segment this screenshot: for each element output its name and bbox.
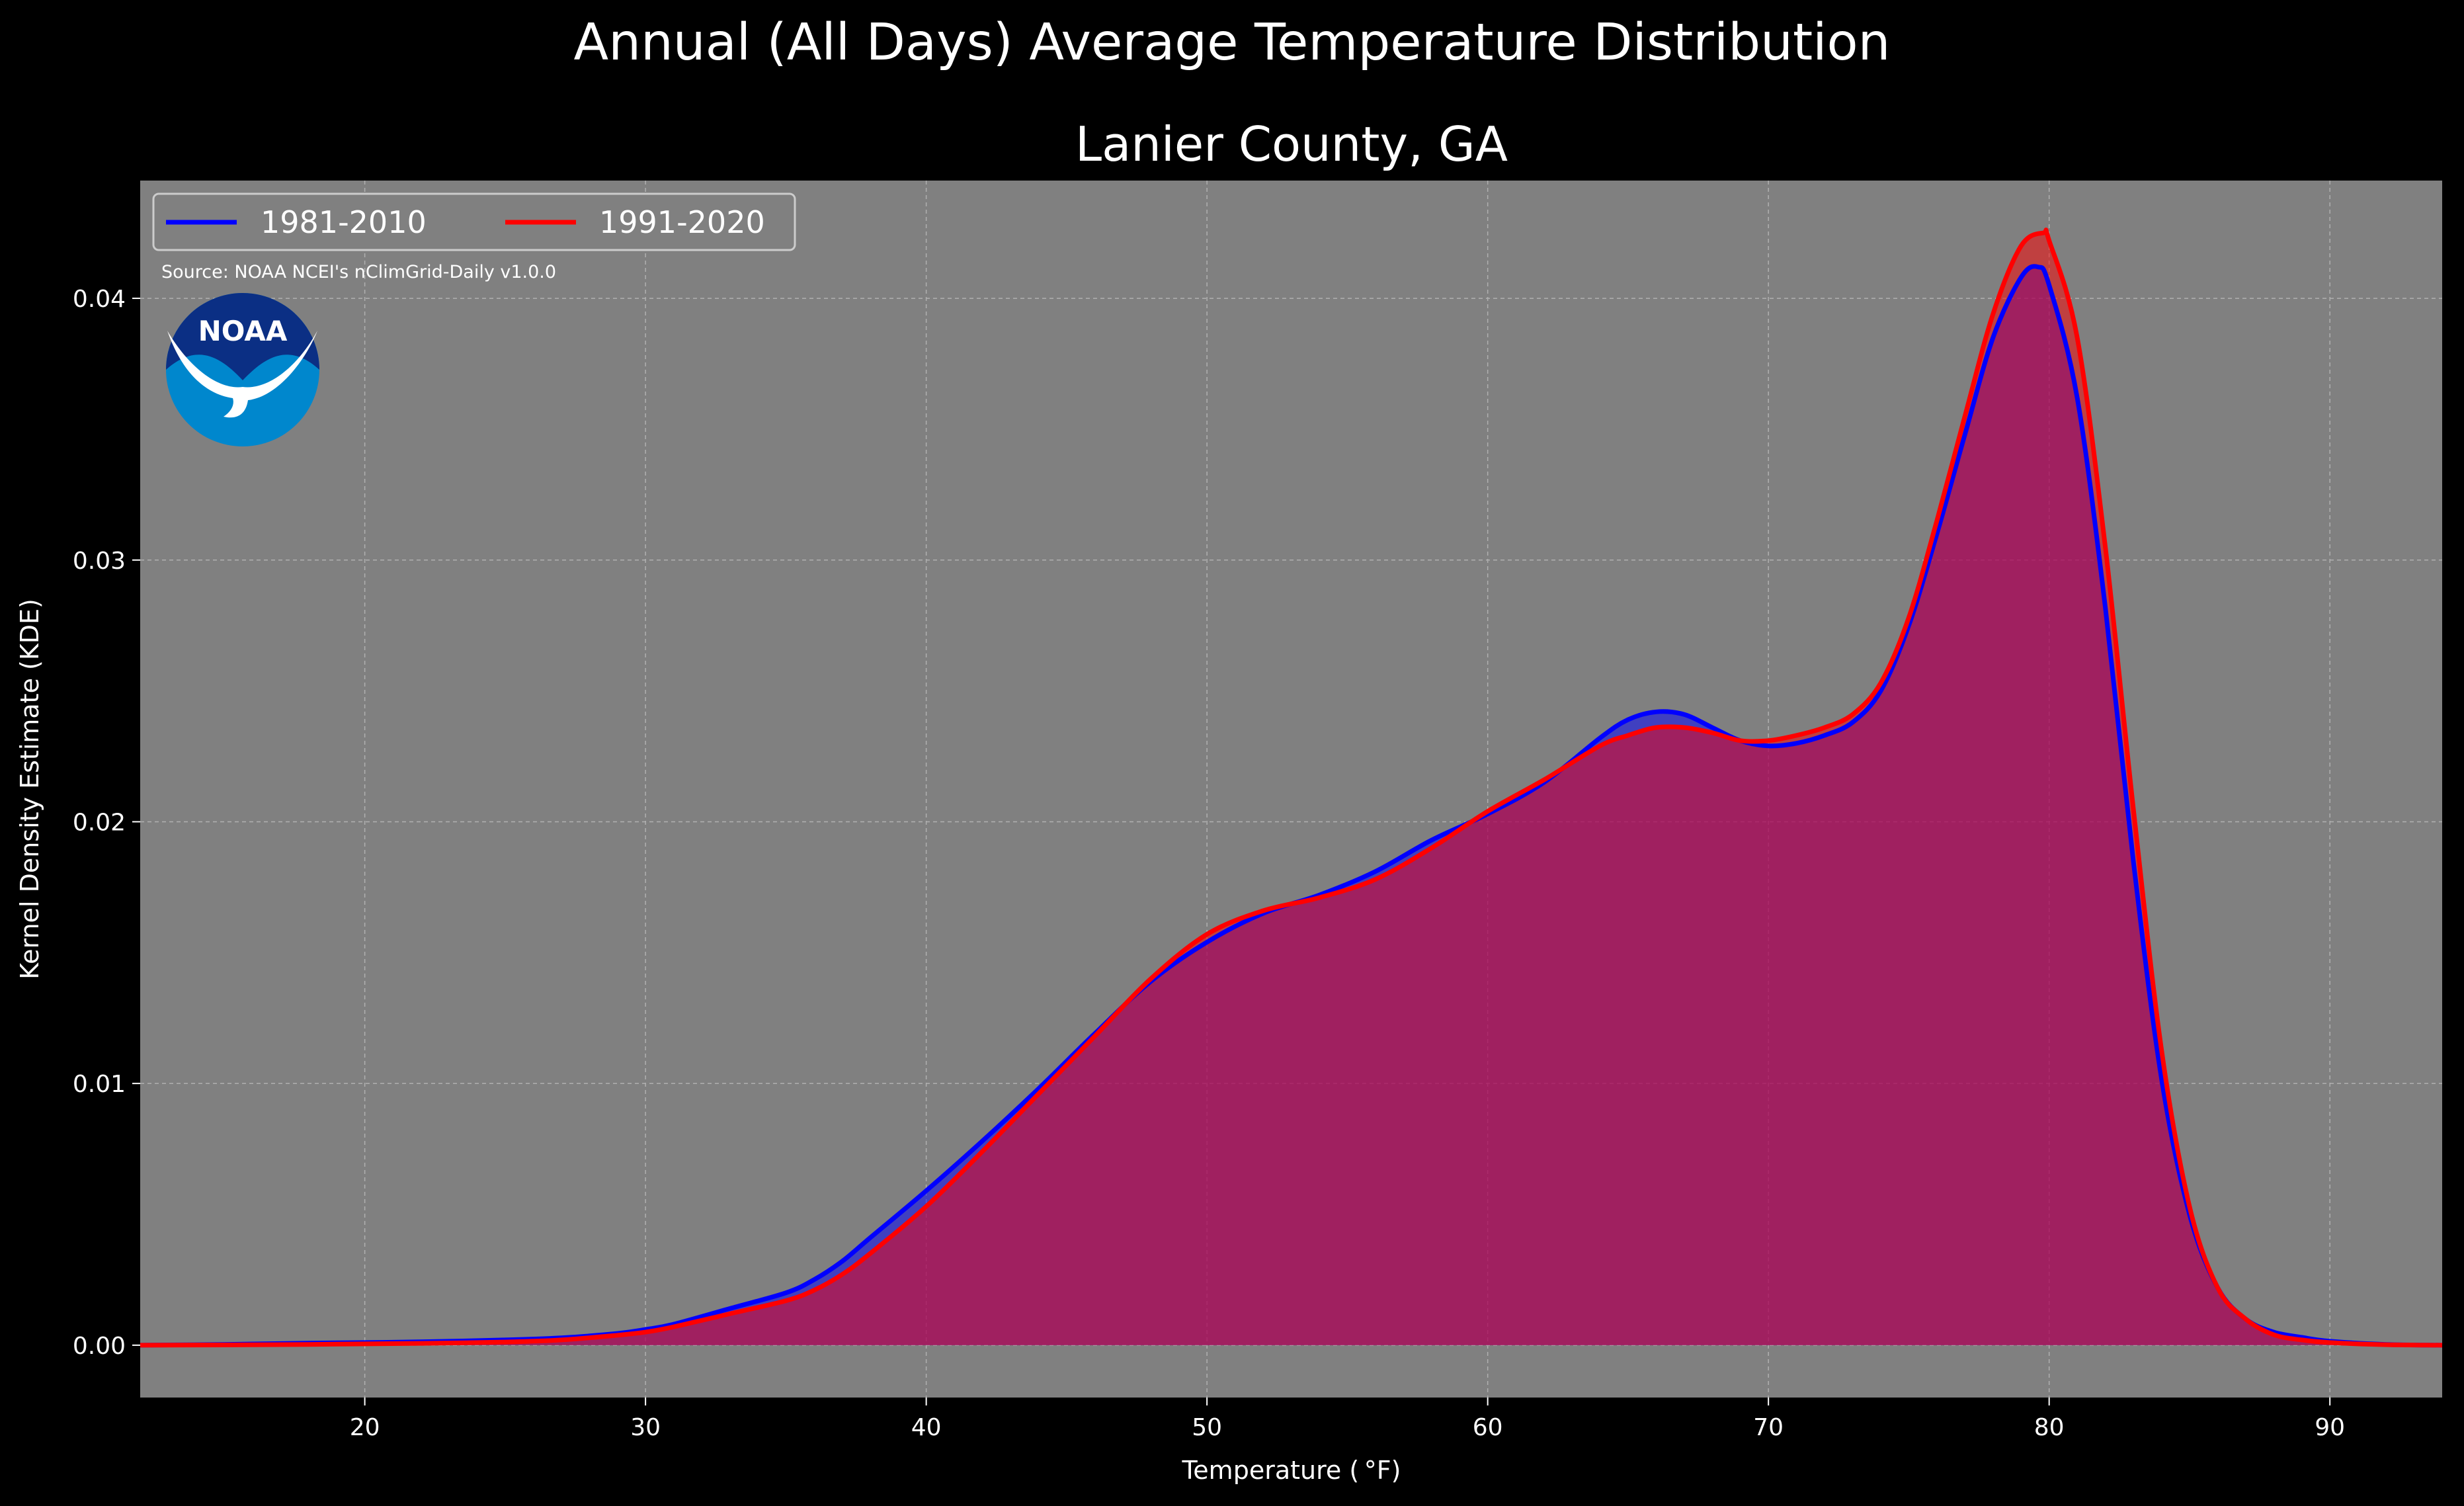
legend-label-1981-2010: 1981-2010	[261, 204, 427, 240]
series-line-1981-2010	[140, 264, 2443, 1348]
y-tick-label: 0.03	[73, 548, 126, 575]
source-annotation: Source: NOAA NCEI's nClimGrid-Daily v1.0…	[161, 262, 556, 282]
legend: 1981-2010 1991-2020	[152, 192, 796, 251]
area-fill-1991-2020	[140, 230, 2442, 1345]
logo-text: NOAA	[198, 315, 288, 347]
x-tick-label: 80	[2034, 1414, 2065, 1441]
x-axis-label: Temperature ( °F)	[1182, 1456, 1401, 1485]
x-tick-label: 30	[630, 1414, 661, 1441]
logo-seagull-icon	[167, 331, 317, 418]
y-tick-label: 0.02	[73, 809, 126, 836]
series-layer	[140, 228, 2443, 1348]
logo-top-half	[166, 293, 319, 380]
y-tick-label: 0.01	[73, 1071, 126, 1098]
y-tick-label: 0.00	[73, 1333, 126, 1360]
x-tick-label: 40	[911, 1414, 942, 1441]
x-tick-label: 70	[1753, 1414, 1784, 1441]
axis-ticks: 20 30 40 50 60 70 80 90 0.00 0.01 0.02 0.03 0.04	[73, 286, 2345, 1441]
legend-label-1991-2020: 1991-2020	[599, 204, 765, 240]
x-tick-label: 50	[1192, 1414, 1222, 1441]
x-tick-label: 20	[350, 1414, 380, 1441]
legend-box	[152, 192, 796, 251]
series-line-1991-2020	[140, 228, 2443, 1348]
y-tick-label: 0.04	[73, 286, 126, 313]
chart-subtitle: Lanier County, GA	[1075, 116, 1508, 172]
x-tick-label: 90	[2315, 1414, 2345, 1441]
x-tick-label: 60	[1473, 1414, 1503, 1441]
chart-title: Annual (All Days) Average Temperature Di…	[574, 13, 1891, 72]
y-axis-label: Kernel Density Estimate (KDE)	[15, 599, 44, 980]
noaa-logo: NOAA	[166, 293, 319, 446]
